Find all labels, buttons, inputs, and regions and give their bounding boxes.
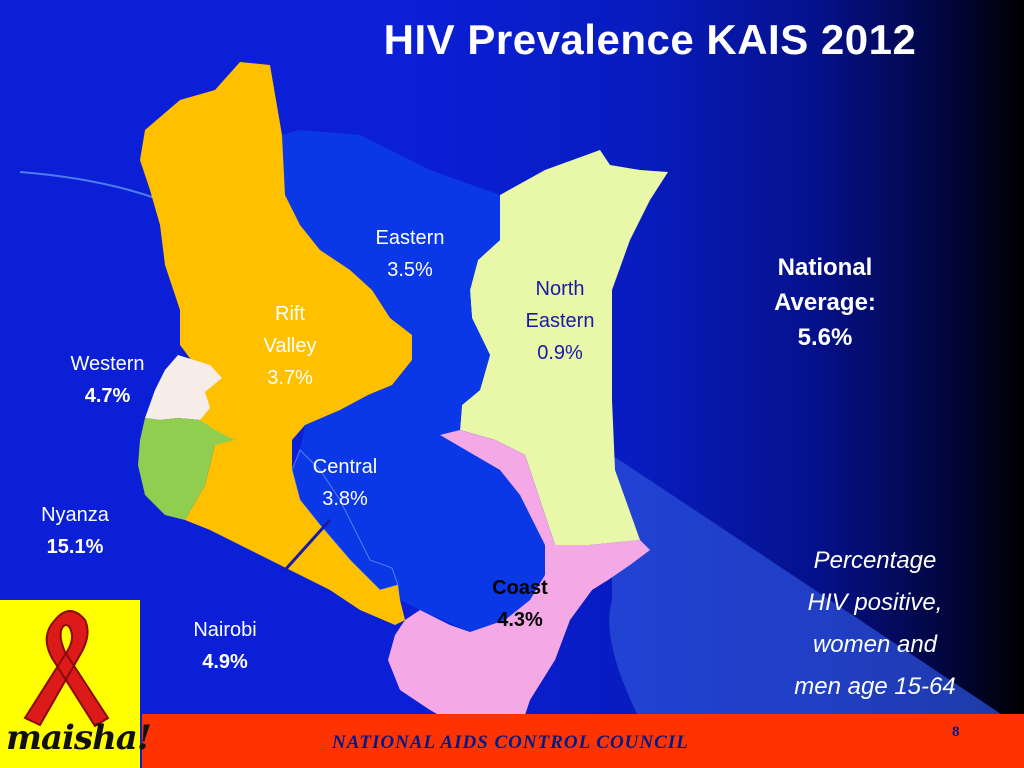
region-label-coast: Coast 4.3% <box>475 572 565 636</box>
nairobi-border <box>283 518 332 572</box>
region-name: Nairobi <box>193 619 257 641</box>
region-name-line-1: North <box>535 278 585 300</box>
footer-bar: NATIONAL AIDS CONTROL COUNCIL 8 <box>142 714 1024 768</box>
region-north-eastern <box>460 150 668 545</box>
logo-text: maisha! <box>6 718 152 758</box>
region-label-rift-valley: Rift Valley 3.7% <box>240 298 340 394</box>
region-value: 3.5% <box>387 259 433 281</box>
zoom-callout <box>609 455 1010 720</box>
region-label-central: Central 3.8% <box>295 451 395 515</box>
region-label-western: Western 4.7% <box>50 348 165 412</box>
region-label-nairobi: Nairobi 4.9% <box>170 614 280 678</box>
region-value: 0.9% <box>537 342 583 364</box>
footer-text: NATIONAL AIDS CONTROL COUNCIL <box>332 732 689 753</box>
region-name: Central <box>312 456 378 478</box>
red-ribbon-icon <box>23 610 110 728</box>
region-value: 4.3% <box>497 609 543 631</box>
region-name-line-2: Valley <box>263 335 317 357</box>
prevalence-note: Percentage HIV positive, women and men a… <box>760 540 990 708</box>
region-label-north-eastern: North Eastern 0.9% <box>500 273 620 369</box>
region-label-eastern: Eastern 3.5% <box>355 222 465 286</box>
region-name: Eastern <box>375 227 445 249</box>
page-title: HIV Prevalence KAIS 2012 <box>383 16 917 63</box>
region-value: 3.7% <box>267 367 313 389</box>
maisha-logo: maisha! <box>0 600 152 768</box>
note-line-3: women and <box>812 631 938 658</box>
note-line-2: HIV positive, <box>807 589 943 616</box>
national-average-line-1: National <box>777 254 873 281</box>
region-rift-valley <box>140 62 412 625</box>
page-number: 8 <box>952 724 960 740</box>
region-value: 4.9% <box>202 651 248 673</box>
region-label-nyanza: Nyanza 15.1% <box>20 499 130 563</box>
region-name-line-2: Eastern <box>525 310 595 332</box>
region-name-line-1: Rift <box>275 303 305 325</box>
region-value: 15.1% <box>46 536 104 558</box>
region-name: Western <box>70 353 145 375</box>
note-line-1: Percentage <box>813 547 937 574</box>
region-western <box>145 355 222 420</box>
region-eastern <box>282 130 555 632</box>
national-average: National Average: 5.6% <box>740 250 910 355</box>
region-name: Coast <box>492 577 548 599</box>
region-name: Nyanza <box>41 504 109 526</box>
national-average-value: 5.6% <box>797 324 853 351</box>
region-coast <box>388 430 650 740</box>
region-value: 4.7% <box>84 385 131 407</box>
region-value: 3.8% <box>322 488 368 510</box>
note-line-4: men age 15-64 <box>794 673 956 700</box>
region-nyanza <box>138 418 235 520</box>
national-average-line-2: Average: <box>774 289 876 316</box>
